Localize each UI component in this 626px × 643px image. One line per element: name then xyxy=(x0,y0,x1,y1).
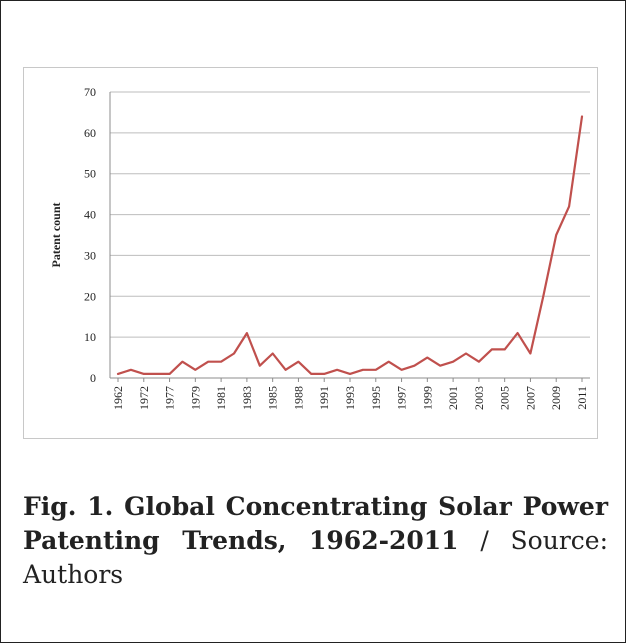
x-tick-label: 2001 xyxy=(446,386,460,410)
x-tick-label: 2005 xyxy=(498,386,512,410)
x-tick-label: 1999 xyxy=(420,386,434,410)
x-tick-label: 1983 xyxy=(240,386,254,410)
chart-container: 0 10 20 30 40 50 60 70 Patent count 1962 1972 1977 1… xyxy=(23,67,598,439)
y-tick-label: 40 xyxy=(84,208,96,222)
y-tick-label: 30 xyxy=(84,248,96,262)
x-tick-label: 2003 xyxy=(472,386,486,410)
x-tick-label: 1991 xyxy=(317,386,331,410)
figure-caption: Fig. 1. Global Concentrating Solar Power… xyxy=(23,490,608,592)
x-tick-label: 2007 xyxy=(523,386,537,410)
y-tick-label: 70 xyxy=(84,85,96,99)
y-axis-label: Patent count xyxy=(49,203,63,268)
x-tick-label: 1977 xyxy=(163,386,177,410)
x-tick-label: 1988 xyxy=(291,386,305,410)
x-tick-label: 1997 xyxy=(395,386,409,410)
x-tick-label: 1981 xyxy=(214,386,228,410)
y-tick-label: 0 xyxy=(90,371,96,385)
x-tick-label: 1962 xyxy=(111,386,125,410)
x-tick-label: 1979 xyxy=(188,386,202,410)
x-tick-label: 1993 xyxy=(343,386,357,410)
y-tick-label: 20 xyxy=(84,289,96,303)
x-tick-label: 1972 xyxy=(137,386,151,410)
y-tick-label: 10 xyxy=(84,330,96,344)
y-tick-label: 50 xyxy=(84,167,96,181)
y-tick-label: 60 xyxy=(84,126,96,140)
x-tick-label: 1995 xyxy=(369,386,383,410)
caption-separator: / xyxy=(458,526,511,555)
x-tick-label: 1985 xyxy=(266,386,280,410)
caption-source: Source: Authors xyxy=(23,526,608,589)
x-tick-label: 2009 xyxy=(549,386,563,410)
caption-title: Fig. 1. Global Concentrating Solar Power… xyxy=(23,492,608,555)
line-chart: 0 10 20 30 40 50 60 70 Patent count 1962 1972 1977 1… xyxy=(49,85,590,410)
x-tick-label: 2011 xyxy=(575,386,589,410)
series-line xyxy=(116,115,584,375)
